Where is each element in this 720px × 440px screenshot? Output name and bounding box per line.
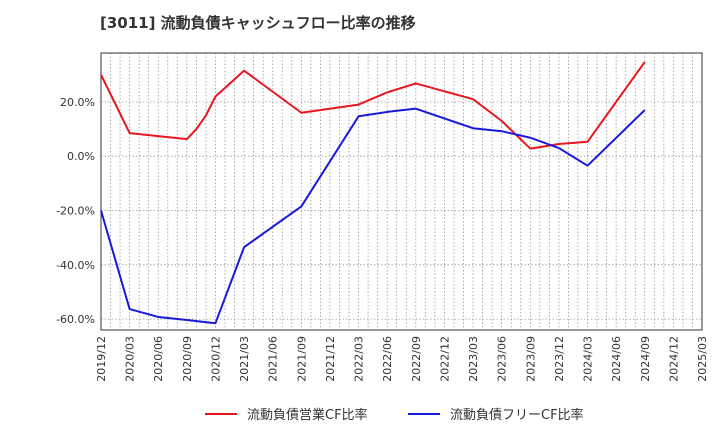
legend-item-free-cf: 流動負債フリーCF比率 <box>408 404 584 423</box>
y-tick-label: 20.0% <box>60 96 95 109</box>
plot-frame <box>100 52 703 331</box>
x-tick-label: 2020/12 <box>209 336 222 382</box>
x-tick-label: 2021/03 <box>238 336 251 382</box>
x-tick-label: 2024/03 <box>582 336 595 382</box>
x-tick-label: 2021/12 <box>324 336 337 382</box>
x-tick-label: 2021/06 <box>267 336 280 382</box>
legend: 流動負債営業CF比率 流動負債フリーCF比率 <box>0 404 720 428</box>
x-tick-label: 2022/12 <box>438 336 451 382</box>
legend-item-operating-cf: 流動負債営業CF比率 <box>205 404 368 423</box>
series-layer <box>100 61 646 325</box>
grid-layer <box>100 53 703 330</box>
x-tick-label: 2024/12 <box>667 336 680 382</box>
legend-swatch-free-cf <box>408 412 440 415</box>
axis-layer <box>100 52 703 331</box>
x-tick-label: 2023/06 <box>496 336 509 382</box>
x-tick-label: 2024/06 <box>610 336 623 382</box>
x-tick-label: 2020/09 <box>181 336 194 382</box>
x-tick-label: 2022/06 <box>381 336 394 382</box>
x-tick-label: 2023/03 <box>467 336 480 382</box>
legend-label-free-cf: 流動負債フリーCF比率 <box>450 408 584 423</box>
label-layer: 20.0% 0.0% -20.0% -40.0% -60.0%2019/12 2020/0… <box>56 96 709 382</box>
y-tick-label: -40.0% <box>56 259 95 272</box>
y-tick-label: 0.0% <box>67 150 95 163</box>
x-tick-label: 2020/03 <box>124 336 137 382</box>
x-tick-label: 2023/12 <box>553 336 566 382</box>
series-line-free-cf <box>100 107 646 325</box>
x-tick-label: 2022/03 <box>353 336 366 382</box>
x-tick-label: 2024/09 <box>639 336 652 382</box>
chart-title: [3011] 流動負債キャッシュフロー比率の推移 <box>100 14 416 32</box>
x-tick-label: 2025/03 <box>696 336 709 382</box>
x-tick-label: 2020/06 <box>152 336 165 382</box>
legend-swatch-operating-cf <box>205 412 237 415</box>
x-tick-label: 2021/09 <box>295 336 308 382</box>
legend-label-operating-cf: 流動負債営業CF比率 <box>247 408 368 423</box>
x-tick-label: 2019/12 <box>95 336 108 382</box>
x-tick-label: 2023/09 <box>524 336 537 382</box>
y-tick-label: -60.0% <box>56 313 95 326</box>
x-tick-label: 2022/09 <box>410 336 423 382</box>
series-line-operating-cf <box>100 61 646 150</box>
y-tick-label: -20.0% <box>56 205 95 218</box>
